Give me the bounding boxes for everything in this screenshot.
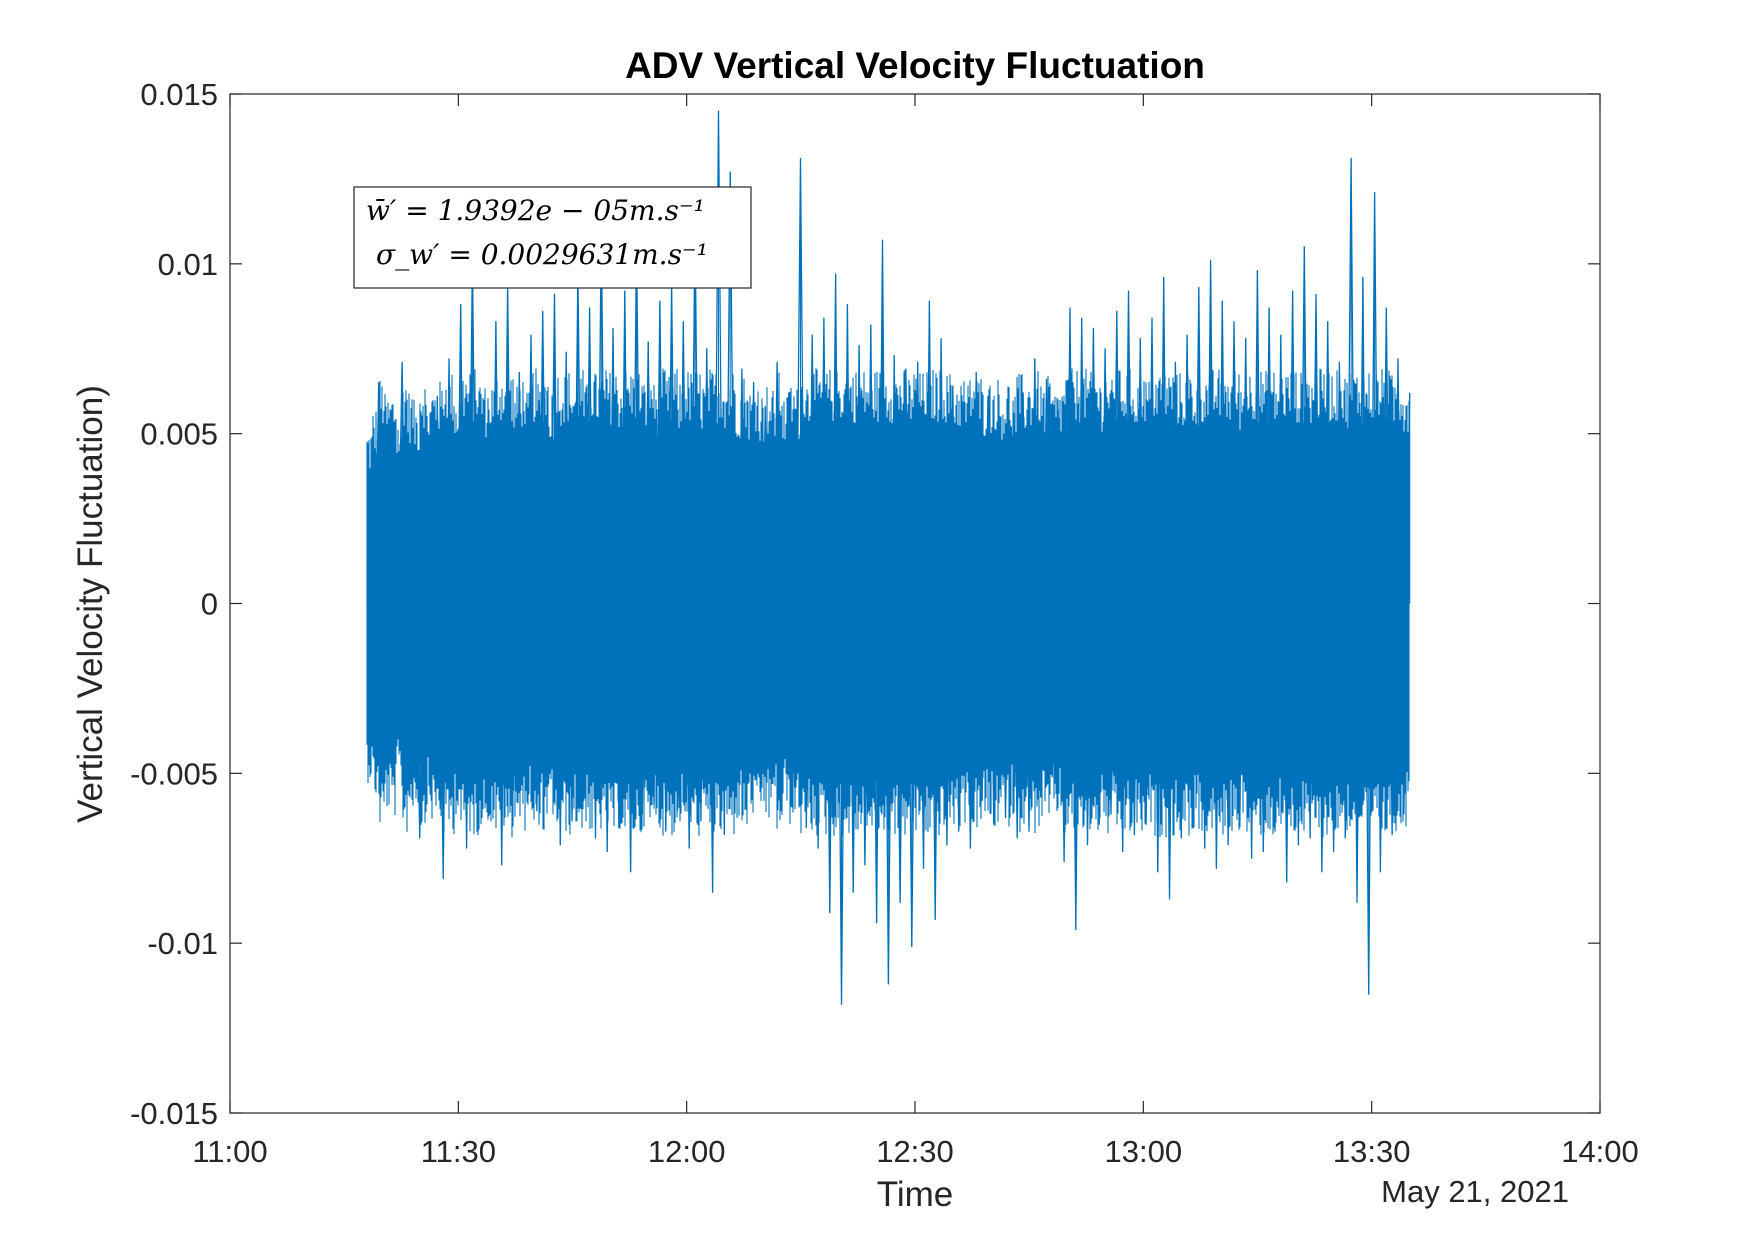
x-tick-label: 11:00 [192, 1134, 267, 1169]
annotation-mean: w̄′ = 1.9392e − 05m.s⁻¹ [366, 194, 705, 227]
y-tick-label: 0.005 [140, 417, 218, 452]
date-label: May 21, 2021 [1381, 1174, 1569, 1209]
annotation-std: σ_w′ = 0.0029631m.s⁻¹ [376, 238, 708, 271]
y-tick-label: -0.01 [147, 926, 218, 961]
x-axis-ticks: 11:00 11:30 12:00 12:30 13:00 13:30 14:00 [192, 94, 1639, 1169]
y-tick-label: 0.015 [140, 77, 218, 112]
x-tick-label: 12:00 [648, 1134, 726, 1169]
chart-title: ADV Vertical Velocity Fluctuation [625, 45, 1205, 86]
y-axis-ticks: 0.015 0.01 0.005 0 -0.005 -0.01 -0.015 [130, 77, 1600, 1131]
x-tick-label: 11:30 [421, 1134, 496, 1169]
x-tick-label: 13:30 [1333, 1134, 1411, 1169]
x-axis-title: Time [877, 1175, 953, 1214]
y-tick-label: 0.01 [158, 247, 218, 282]
x-tick-label: 13:00 [1105, 1134, 1183, 1169]
y-tick-label: 0 [201, 587, 218, 622]
x-tick-label: 12:30 [876, 1134, 954, 1169]
y-axis-title: Vertical Velocity Fluctuation) [71, 385, 110, 823]
y-tick-label: -0.015 [130, 1096, 218, 1131]
stats-annotation: w̄′ = 1.9392e − 05m.s⁻¹ σ_w′ = 0.0029631… [353, 186, 752, 289]
series-spikes [366, 110, 1411, 1005]
annotation-box [353, 186, 752, 289]
y-tick-label: -0.005 [130, 756, 218, 791]
x-tick-label: 14:00 [1561, 1134, 1639, 1169]
